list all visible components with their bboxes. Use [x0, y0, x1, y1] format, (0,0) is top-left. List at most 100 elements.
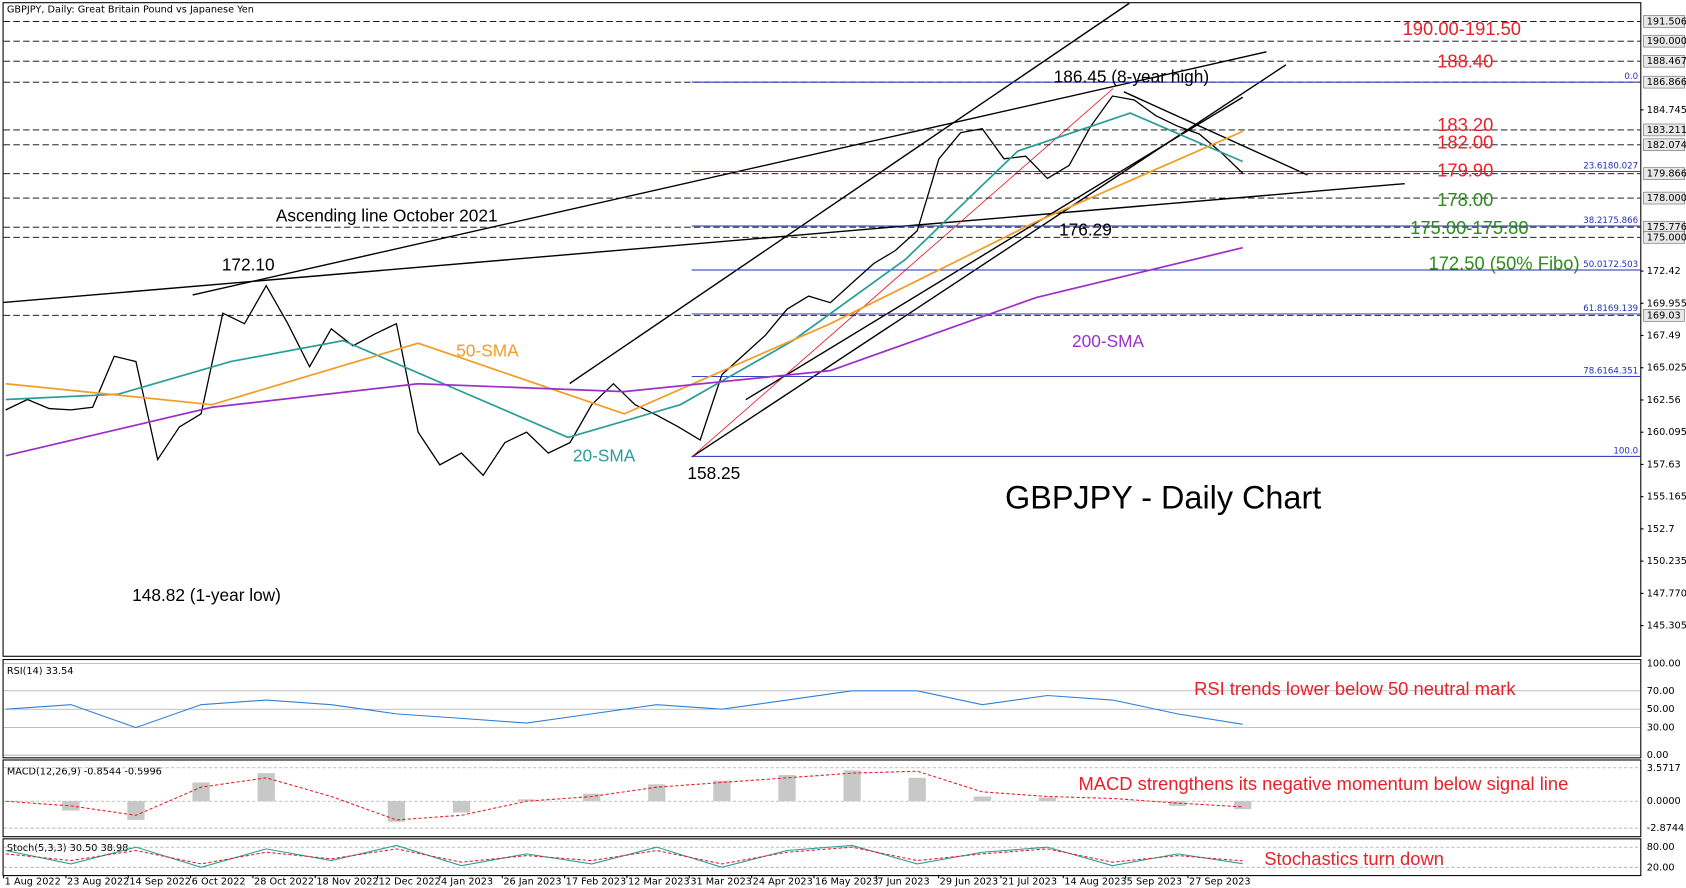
x-tick-label: 1 Aug 2022	[5, 877, 61, 888]
x-tick-label: 14 Sep 2022	[129, 877, 191, 888]
x-tick-label: 17 Feb 2023	[566, 877, 627, 888]
y-tick-label: 155.165	[1647, 492, 1686, 503]
macd-bar	[452, 801, 471, 813]
x-tick-label: 4 Jan 2023	[441, 877, 493, 888]
annotation: 148.82 (1-year low)	[132, 585, 281, 605]
macd-pane	[2, 759, 1642, 838]
fibo-label: 23.6180.027	[1583, 162, 1638, 172]
annotation: 50-SMA	[456, 341, 519, 361]
rsi-line	[5, 690, 1243, 729]
y-tick-label: 100.00	[1647, 658, 1681, 669]
annotation: 178.00	[1437, 189, 1493, 210]
fibo-label: 78.6164.351	[1583, 367, 1638, 377]
level-box	[1643, 231, 1685, 244]
annotation: 190.00-191.50	[1403, 18, 1521, 39]
macd-signal	[5, 770, 1243, 821]
level-box	[1643, 138, 1685, 152]
fibo-label: 38.2175.866	[1583, 216, 1638, 226]
x-tick-label: 6 Oct 2022	[192, 877, 246, 888]
annotation: 172.50 (50% Fibo)	[1429, 253, 1580, 274]
x-tick-label: 16 May 2023	[815, 877, 878, 888]
y-tick-label: 30.00	[1647, 723, 1675, 734]
trendline	[569, 2, 1130, 385]
level-box	[1643, 15, 1685, 28]
pane-note: Stochastics turn down	[1264, 848, 1444, 869]
fibo-label: 0.0	[1624, 72, 1638, 82]
level-label: 188.467	[1647, 56, 1686, 67]
y-tick-label: 167.49	[1647, 331, 1681, 342]
y-tick-label: 0.00	[1647, 750, 1669, 761]
macd-bar	[843, 770, 861, 802]
level-label: 169.03	[1647, 310, 1681, 321]
fibo-diagonal	[691, 88, 1114, 458]
y-tick-label: 0.0000	[1647, 796, 1681, 807]
x-tick-label: 5 Sep 2023	[1127, 877, 1182, 888]
y-tick-label: 169.955	[1647, 298, 1686, 309]
annotation: 175.00-175.80	[1410, 217, 1528, 238]
trendline	[745, 96, 1244, 401]
annotation: 183.20	[1437, 114, 1493, 135]
fibo-label: 61.8169.139	[1583, 304, 1638, 314]
x-tick-label: 29 Jun 2023	[940, 877, 998, 888]
level-box	[1643, 54, 1685, 68]
macd-bar	[973, 796, 991, 802]
level-label: 175.776	[1647, 222, 1686, 233]
x-tick-label: 12 Mar 2023	[628, 877, 690, 888]
y-tick-label: 20.00	[1647, 862, 1675, 873]
x-tick-label: 23 Aug 2022	[67, 877, 129, 888]
panes	[2, 2, 1642, 877]
level-box	[1643, 75, 1685, 89]
macd-bar	[387, 801, 406, 822]
macd-bar	[1168, 801, 1187, 806]
level-label: 179.866	[1647, 169, 1686, 180]
annotation: Ascending line October 2021	[276, 206, 498, 226]
level-label: 191.506	[1647, 16, 1686, 27]
main-pane	[2, 2, 1642, 657]
annotation: 179.90	[1437, 160, 1493, 181]
x-tick-label: 7 Jun 2023	[877, 877, 929, 888]
rsi-pane	[2, 658, 1642, 759]
y-tick-label: 70.00	[1647, 686, 1675, 697]
series-line	[5, 246, 1243, 457]
y-tick-label: 150.235	[1647, 556, 1686, 567]
pane-title: Stoch(5,3,3) 30.50 38.98	[7, 843, 129, 854]
level-label: 175.000	[1647, 232, 1686, 243]
x-tick-label: 26 Jan 2023	[503, 877, 561, 888]
y-tick-label: 50.00	[1647, 704, 1675, 715]
level-label: 182.074	[1647, 140, 1686, 151]
y-tick-label: 160.095	[1647, 427, 1686, 438]
annotation: 158.25	[687, 463, 740, 483]
x-tick-label: 31 Mar 2023	[690, 877, 752, 888]
x-tick-label: 14 Aug 2023	[1064, 877, 1126, 888]
x-tick-label: 27 Sep 2023	[1189, 877, 1251, 888]
annotation: 182.00	[1437, 132, 1493, 153]
x-tick-label: 21 Jul 2023	[1002, 877, 1057, 888]
y-tick-label: 3.5717	[1647, 763, 1681, 774]
macd-bar	[517, 799, 536, 802]
level-box	[1643, 167, 1685, 180]
level-label: 190.000	[1647, 36, 1686, 47]
y-tick-label: 145.305	[1647, 621, 1686, 632]
trendline	[3, 182, 1405, 304]
y-tick-label: 172.42	[1647, 266, 1681, 277]
pane-title: MACD(12,26,9) -0.8544 -0.5996	[7, 766, 162, 777]
annotation: 20-SMA	[573, 446, 636, 466]
series-line	[5, 112, 1244, 439]
trendline	[1123, 91, 1308, 176]
macd-bar	[192, 782, 210, 802]
x-tick-label: 24 Apr 2023	[753, 877, 813, 888]
annotation: 176.29	[1059, 220, 1112, 240]
y-tick-label: 147.770	[1647, 588, 1686, 599]
y-tick-label: 157.63	[1647, 459, 1681, 470]
level-box	[1643, 34, 1685, 48]
series-line	[5, 95, 1244, 477]
annotation: 186.45 (8-year high)	[1054, 66, 1209, 86]
level-box	[1643, 191, 1685, 205]
series-line	[5, 130, 1244, 415]
pane-note: RSI trends lower below 50 neutral mark	[1194, 678, 1516, 699]
y-tick-label: 162.56	[1647, 395, 1681, 406]
y-tick-label: 184.745	[1647, 105, 1686, 116]
macd-bar	[1038, 797, 1057, 802]
x-tick-label: 28 Oct 2022	[254, 877, 314, 888]
